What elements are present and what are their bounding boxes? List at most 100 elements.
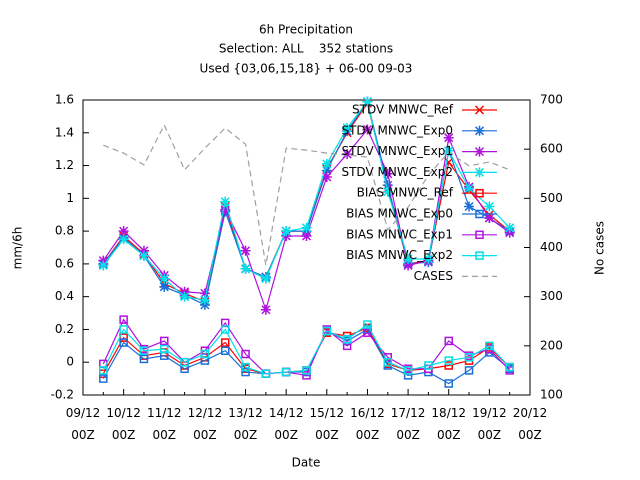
data-point (484, 213, 495, 223)
data-point (444, 356, 453, 365)
data-point (321, 165, 332, 176)
legend-label: BIAS MNWC_Exp1 (346, 227, 453, 241)
data-point (363, 320, 372, 329)
chart-subtitle: Selection: ALL 352 stations (219, 42, 393, 56)
data-point (159, 273, 170, 284)
data-point (321, 172, 332, 183)
x-tick-label: 18/12 00Z (431, 406, 466, 442)
data-point (474, 167, 485, 178)
x-tick-label: 13/12 00Z (228, 406, 263, 442)
legend-label: BIAS MNWC_Exp0 (346, 207, 453, 221)
y2-tick-label: 200 (540, 338, 563, 352)
x-tick-label: 16/12 00Z (350, 406, 385, 442)
data-point (444, 361, 453, 370)
x-tick-label: 11/12 00Z (147, 406, 182, 442)
legend-label: STDV MNWC_Ref (352, 103, 454, 117)
y2-tick-label: 300 (540, 289, 563, 303)
x-axis-label: Date (292, 456, 321, 470)
data-point (464, 201, 475, 212)
data-point (484, 201, 495, 212)
data-point (118, 226, 129, 237)
data-point (444, 379, 453, 388)
data-point (220, 325, 230, 334)
legend-label: STDV MNWC_Exp1 (341, 144, 453, 158)
data-point (403, 260, 414, 271)
y-tick-label: 1.2 (55, 158, 74, 172)
data-point (505, 362, 514, 372)
data-point (220, 196, 231, 207)
data-point (382, 180, 393, 191)
y2-tick-label: 700 (540, 93, 563, 107)
data-point (159, 281, 170, 292)
y-tick-label: 0 (66, 355, 74, 369)
data-point (281, 367, 291, 377)
data-point (424, 361, 433, 370)
y-tick-label: 0.8 (55, 224, 74, 238)
data-point (475, 230, 484, 240)
data-point (240, 245, 251, 256)
data-point (443, 132, 454, 143)
data-point (199, 294, 210, 305)
x-tick-label: 17/12 00Z (391, 406, 426, 442)
data-point (119, 325, 128, 334)
x-tick-label: 20/12 00Z (513, 406, 548, 442)
data-point (139, 354, 149, 364)
y2-tick-label: 600 (540, 142, 563, 156)
legend-label: BIAS MNWC_Ref (357, 186, 454, 200)
data-point (160, 344, 169, 354)
data-point (444, 336, 453, 346)
data-point (475, 251, 484, 260)
data-point (423, 253, 434, 264)
y-tick-label: 0.2 (55, 322, 74, 336)
data-point (220, 338, 230, 347)
data-point (200, 349, 210, 359)
data-point (99, 374, 108, 383)
data-point (220, 204, 231, 215)
y-tick-label: 1.4 (55, 125, 74, 139)
data-point (321, 158, 332, 169)
data-point (342, 122, 353, 133)
y2-tick-label: 100 (540, 388, 563, 402)
x-tick-label: 09/12 00Z (66, 406, 101, 442)
data-point (475, 188, 484, 198)
data-point (180, 357, 189, 367)
data-point (382, 186, 393, 197)
y2-axis-label: No cases (593, 221, 607, 275)
data-point (475, 209, 484, 219)
y-tick-label: 0.4 (55, 289, 74, 303)
data-point (301, 231, 312, 242)
data-point (179, 291, 190, 302)
x-tick-label: 19/12 00Z (472, 406, 507, 442)
x-tick-label: 15/12 00Z (310, 406, 345, 442)
legend-label: STDV MNWC_Exp2 (341, 165, 453, 179)
data-point (139, 346, 149, 355)
data-point (322, 326, 332, 336)
y-axis-label: mm/6h (11, 227, 25, 270)
y-tick-label: 1 (66, 191, 74, 205)
data-point (474, 105, 485, 115)
data-point (119, 315, 128, 324)
data-point (119, 338, 128, 347)
data-point (199, 288, 210, 299)
data-point (98, 260, 109, 271)
data-point (342, 149, 353, 160)
chart-subtitle: Used {03,06,15,18} + 06-00 09-03 (200, 62, 413, 76)
data-point (362, 96, 373, 107)
y-tick-label: 0.6 (55, 256, 74, 270)
data-point (99, 366, 108, 375)
data-point (383, 353, 393, 362)
series-line (103, 123, 510, 266)
data-point (241, 349, 250, 359)
chart-title: 6h Precipitation (259, 23, 353, 37)
y-tick-label: 1.6 (55, 93, 74, 107)
x-tick-label: 12/12 00Z (188, 406, 223, 442)
data-point (363, 328, 372, 337)
data-point (240, 263, 251, 274)
data-point (504, 222, 515, 233)
x-tick-label: 10/12 00Z (106, 406, 141, 442)
data-point (403, 366, 413, 375)
data-point (281, 226, 292, 237)
data-point (474, 125, 485, 136)
y2-tick-label: 500 (540, 191, 563, 205)
